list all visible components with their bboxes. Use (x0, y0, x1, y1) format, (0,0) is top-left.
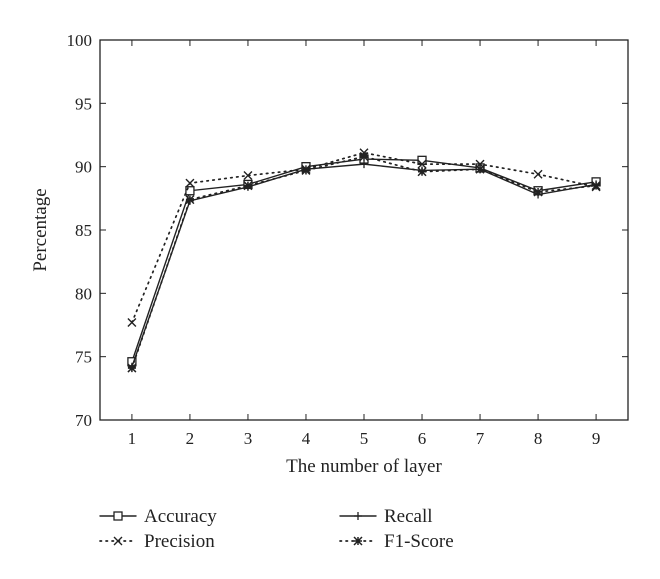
series-f1-score (127, 152, 601, 373)
point-precision (417, 159, 427, 169)
y-axis-label: Percentage (30, 188, 51, 271)
point-f1-score (243, 181, 253, 191)
point-precision (127, 317, 137, 327)
y-tick-label: 90 (75, 158, 92, 177)
legend-item-f1-score: F1-Score (339, 531, 454, 552)
point-precision (533, 169, 543, 179)
series-layer (127, 148, 601, 373)
legend-item-precision: Precision (99, 531, 215, 552)
series-line-f1-score (131, 155, 597, 369)
y-tick-label: 75 (75, 348, 92, 367)
series-line-precision (131, 151, 597, 324)
x-tick-label: 6 (418, 429, 427, 448)
x-tick-label: 8 (534, 429, 543, 448)
x-tick-label: 7 (476, 429, 485, 448)
point-f1-score (591, 181, 601, 191)
legend-label-f1-score: F1-Score (384, 531, 454, 552)
legend: Accuracy Recall Precision F1-Score (99, 506, 454, 552)
point-recall (360, 160, 368, 169)
series-line-recall (131, 163, 597, 368)
legend-label-precision: Precision (144, 531, 215, 552)
legend-marker-f1-score (353, 536, 363, 546)
point-accuracy (185, 186, 195, 196)
x-tick-label: 9 (592, 429, 601, 448)
x-axis-label: The number of layer (286, 456, 442, 477)
legend-marker-accuracy (113, 511, 123, 521)
point-precision (185, 178, 195, 188)
axis-ticks: 70 75 80 85 90 95 100 1 2 3 4 5 6 7 8 9 (67, 31, 628, 448)
point-f1-score (301, 165, 311, 175)
x-tick-label: 1 (128, 429, 137, 448)
legend-marker-recall (354, 512, 362, 520)
y-tick-label: 100 (67, 31, 93, 50)
x-tick-label: 3 (244, 429, 253, 448)
x-tick-label: 4 (302, 429, 311, 448)
legend-item-recall: Recall (339, 506, 433, 527)
point-f1-score (533, 187, 543, 197)
point-f1-score (127, 363, 137, 373)
point-f1-score (185, 195, 195, 205)
legend-item-accuracy: Accuracy (99, 506, 217, 527)
y-tick-label: 70 (75, 411, 92, 430)
point-f1-score (359, 152, 369, 162)
point-f1-score (417, 167, 427, 177)
y-tick-label: 85 (75, 221, 92, 240)
series-recall (127, 160, 601, 371)
series-precision (127, 148, 601, 327)
x-tick-label: 2 (186, 429, 195, 448)
point-precision (243, 171, 253, 181)
x-tick-label: 5 (360, 429, 369, 448)
legend-marker-precision (113, 536, 123, 546)
point-f1-score (475, 164, 485, 174)
legend-label-accuracy: Accuracy (144, 506, 217, 527)
y-tick-label: 80 (75, 284, 92, 303)
y-tick-label: 95 (75, 94, 92, 113)
legend-label-recall: Recall (384, 506, 433, 527)
series-accuracy (127, 154, 601, 367)
